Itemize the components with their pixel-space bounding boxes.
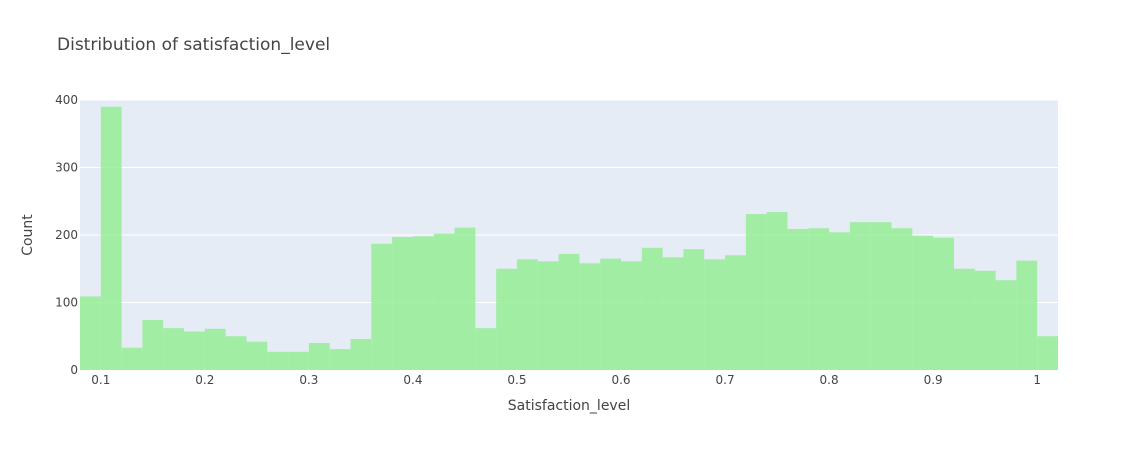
histogram-bar-30 [704, 259, 726, 370]
histogram-bar-31 [725, 255, 746, 370]
histogram-bar-19 [475, 328, 497, 370]
x-tick-label: 0.6 [611, 373, 630, 387]
x-tick-label: 0.2 [195, 373, 214, 387]
histogram-bar-26 [621, 261, 642, 370]
y-tick-label: 400 [55, 93, 78, 107]
histogram-bar-37 [849, 222, 871, 370]
histogram-bar-17 [433, 233, 455, 370]
x-tick-label: 0.3 [299, 373, 318, 387]
histogram-bar-16 [412, 236, 434, 370]
histogram-bar-6 [204, 328, 226, 370]
x-tick-label: 0.9 [924, 373, 943, 387]
histogram-bar-0 [80, 296, 101, 370]
histogram-bar-5 [184, 331, 205, 370]
bars [80, 106, 1058, 370]
x-tick-label: 1 [1033, 373, 1041, 387]
histogram-bar-33 [766, 212, 788, 370]
x-axis-title: Satisfaction_level [508, 398, 630, 414]
x-tick-label: 0.1 [91, 373, 110, 387]
y-tick-label: 200 [55, 228, 78, 242]
histogram-bar-2 [121, 347, 143, 370]
histogram-bar-23 [558, 253, 580, 370]
x-tick-label: 0.5 [507, 373, 526, 387]
histogram-bar-24 [579, 263, 601, 370]
histogram-bar-41 [933, 237, 954, 370]
histogram-bar-9 [267, 351, 289, 370]
y-tick-label: 300 [55, 161, 78, 175]
y-tick-label: 100 [55, 296, 78, 310]
histogram-bar-10 [288, 351, 309, 370]
x-tick-label: 0.4 [403, 373, 422, 387]
histogram-bar-28 [662, 257, 684, 370]
histogram-bar-39 [891, 228, 913, 370]
y-tick-labels: 0 100 200 300 400 [55, 93, 78, 377]
histogram-bar-7 [225, 336, 247, 370]
histogram-bar-34 [787, 228, 809, 370]
histogram-bar-21 [516, 259, 538, 370]
histogram-bar-38 [870, 222, 892, 370]
histogram-bar-3 [142, 320, 164, 370]
y-axis-title: Count [20, 214, 36, 256]
histogram-bar-15 [392, 237, 413, 370]
histogram-bar-11 [308, 343, 330, 370]
histogram-bar-22 [537, 261, 559, 370]
histogram-bar-32 [745, 214, 767, 370]
histogram-bar-13 [350, 338, 372, 370]
histogram-bar-27 [641, 247, 663, 370]
chart-title: Distribution of satisfaction_level [57, 35, 330, 55]
histogram-bar-36 [829, 232, 850, 370]
histogram-bar-8 [246, 341, 268, 370]
histogram-bar-12 [329, 349, 351, 370]
histogram-bar-18 [454, 227, 476, 370]
histogram-bar-46 [1037, 336, 1058, 370]
histogram-bar-43 [974, 270, 996, 370]
x-tick-label: 0.7 [716, 373, 735, 387]
histogram-bar-40 [912, 235, 934, 370]
x-tick-label: 0.8 [820, 373, 839, 387]
histogram-bar-14 [371, 243, 393, 370]
histogram-bar-45 [1016, 260, 1038, 370]
histogram-bar-4 [163, 328, 185, 370]
histogram-bar-25 [600, 258, 622, 370]
histogram-bar-29 [683, 249, 705, 370]
y-tick-label: 0 [70, 363, 78, 377]
histogram-bar-44 [995, 280, 1017, 370]
histogram-bar-20 [496, 268, 517, 370]
x-tick-labels: 0.1 0.2 0.3 0.4 0.5 0.6 0.7 0.8 0.9 1 [91, 373, 1041, 387]
histogram-bar-1 [100, 106, 122, 370]
histogram-bar-42 [953, 268, 975, 370]
histogram-bar-35 [808, 228, 830, 370]
